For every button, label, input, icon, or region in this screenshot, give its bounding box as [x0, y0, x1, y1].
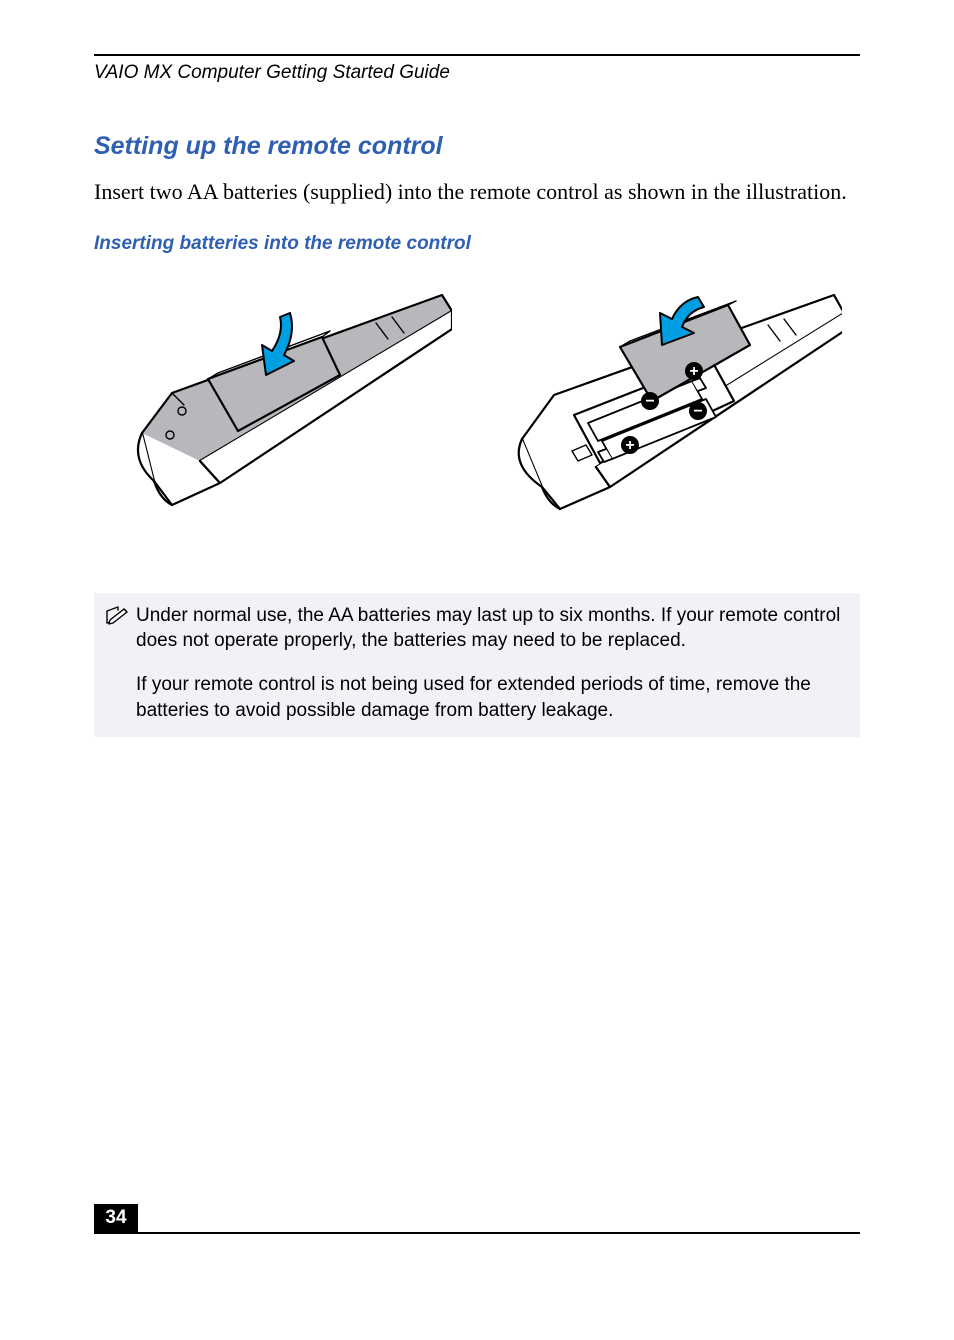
- note-paragraph-1: Under normal use, the AA batteries may l…: [136, 603, 850, 654]
- page-number: 34: [94, 1204, 138, 1232]
- svg-text:+: +: [689, 363, 698, 380]
- top-rule: [94, 54, 860, 56]
- note-paragraph-2: If your remote control is not being used…: [136, 672, 850, 723]
- running-head: VAIO MX Computer Getting Started Guide: [94, 62, 860, 84]
- figure-row: + − − +: [94, 283, 860, 523]
- note-text: Under normal use, the AA batteries may l…: [136, 603, 850, 724]
- note-box: Under normal use, the AA batteries may l…: [94, 593, 860, 738]
- svg-text:−: −: [693, 403, 702, 420]
- figure-remote-insert-batteries: + − − +: [502, 283, 842, 523]
- svg-text:−: −: [645, 393, 654, 410]
- section-heading: Setting up the remote control: [94, 132, 860, 161]
- figure-remote-open-cover: [112, 283, 452, 523]
- svg-text:+: +: [625, 437, 634, 454]
- bottom-rule: [94, 1232, 860, 1234]
- pencil-note-icon: [104, 605, 130, 627]
- intro-paragraph: Insert two AA batteries (supplied) into …: [94, 177, 860, 207]
- figure-caption: Inserting batteries into the remote cont…: [94, 233, 860, 255]
